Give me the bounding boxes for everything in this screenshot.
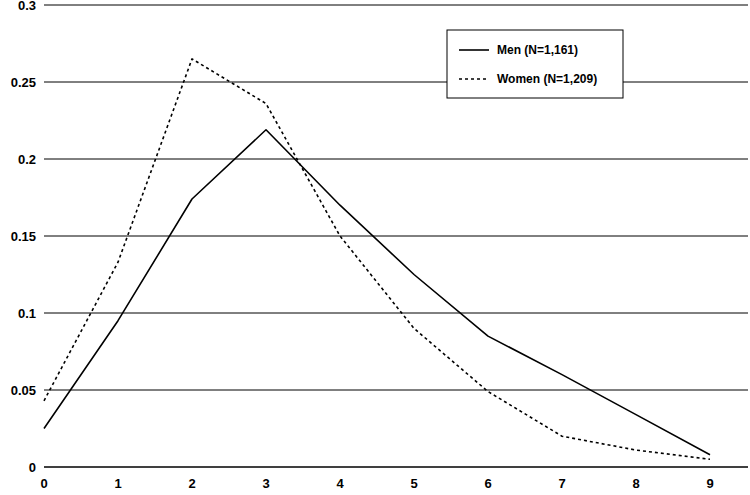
legend-label: Women (N=1,209): [497, 72, 597, 86]
legend: Men (N=1,161) Women (N=1,209): [447, 30, 623, 98]
grid-line: [44, 159, 748, 160]
legend-box: [447, 30, 623, 98]
x-tick-label: 8: [632, 476, 639, 491]
legend-swatch: [459, 78, 489, 80]
x-tick-label: 5: [410, 476, 417, 491]
legend-label: Men (N=1,161): [497, 43, 578, 57]
legend-swatch: [459, 49, 489, 51]
x-tick-label: 3: [262, 476, 269, 491]
y-tick-label: 0: [29, 460, 36, 475]
y-tick-label: 0.25: [11, 75, 36, 90]
x-tick-label: 7: [558, 476, 565, 491]
grid-line: [44, 390, 748, 391]
grid-line: [44, 5, 748, 6]
grid-line: [44, 236, 748, 237]
y-tick-label: 0.15: [11, 229, 36, 244]
grid-line: [44, 313, 748, 314]
x-tick-label: 6: [484, 476, 491, 491]
grid-line: [44, 467, 748, 468]
series-line: [44, 59, 710, 459]
x-axis-line: [44, 467, 748, 468]
chart-container: 0 0.05 0.1 0.15 0.2 0.25 0.3 0 1 2 3 4 5 6 7 8 9 Men (N=1…: [0, 0, 750, 495]
x-tick-label: 4: [336, 476, 344, 491]
x-tick-label: 2: [188, 476, 195, 491]
y-tick-label: 0.3: [18, 0, 36, 13]
y-tick-label: 0.05: [11, 383, 36, 398]
x-tick-label: 9: [706, 476, 713, 491]
x-tick-label: 1: [114, 476, 121, 491]
y-tick-label: 0.1: [18, 306, 36, 321]
x-tick-label: 0: [40, 476, 47, 491]
y-tick-label: 0.2: [18, 152, 36, 167]
series-line: [44, 130, 710, 455]
grid-line: [44, 82, 748, 83]
chart-svg: 0 0.05 0.1 0.15 0.2 0.25 0.3 0 1 2 3 4 5 6 7 8 9 Men (N=1…: [0, 0, 750, 495]
plot-area: [44, 59, 710, 459]
